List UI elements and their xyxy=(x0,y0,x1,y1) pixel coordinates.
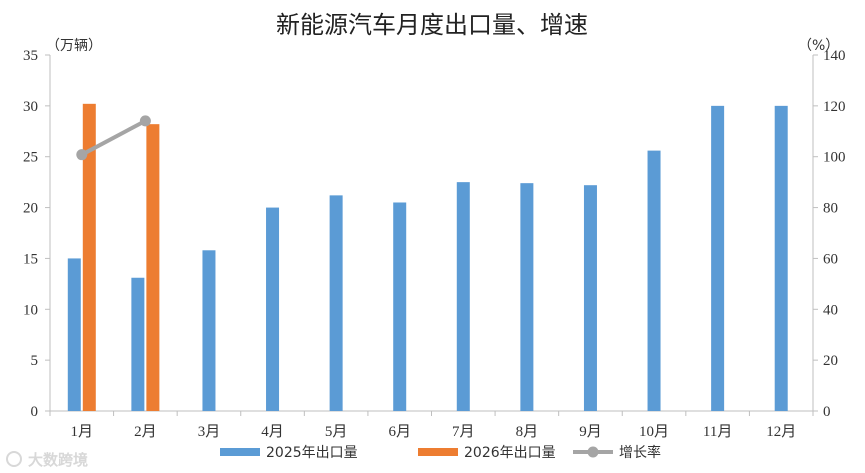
growth-line-path xyxy=(80,119,147,157)
bar xyxy=(266,207,280,411)
x-tick-label: 2月 xyxy=(134,424,157,440)
left-tick-label: 30 xyxy=(23,99,38,115)
bar xyxy=(774,105,788,411)
x-tick-label: 11月 xyxy=(703,424,732,440)
axes: 0 5 10 15 20 25 30 35 0 20 40 60 80 100 120 140 1月 2月 3月 4月… xyxy=(23,48,846,440)
left-tick-label: 0 xyxy=(31,404,39,420)
left-tick-label: 10 xyxy=(23,302,38,318)
bar xyxy=(711,105,725,411)
right-axis-unit: （%） xyxy=(798,38,839,54)
left-axis-unit: （万辆） xyxy=(46,38,102,54)
legend-swatch-marker xyxy=(587,446,599,458)
bar xyxy=(82,103,96,411)
x-tick-label: 9月 xyxy=(579,424,602,440)
bar xyxy=(146,124,160,411)
bar xyxy=(393,202,407,411)
legend-swatch xyxy=(418,448,458,456)
watermark-text: 大数跨境 xyxy=(28,451,88,469)
bars xyxy=(67,103,788,411)
x-tick-label: 12月 xyxy=(766,424,796,440)
right-tick-label: 60 xyxy=(823,251,838,267)
right-tick-label: 0 xyxy=(823,404,831,420)
left-tick-label: 5 xyxy=(31,353,39,369)
x-tick-label: 5月 xyxy=(325,424,348,440)
x-tick-label: 3月 xyxy=(198,424,221,440)
x-tick-label: 6月 xyxy=(388,424,411,440)
right-tick-label: 140 xyxy=(823,48,846,64)
left-tick-label: 20 xyxy=(23,201,38,217)
bar xyxy=(456,182,470,411)
bar xyxy=(520,183,534,411)
right-tick-label: 20 xyxy=(823,353,838,369)
watermark-logo-icon xyxy=(6,451,22,467)
chart-title: 新能源汽车月度出口量、增速 xyxy=(276,11,588,39)
growth-point xyxy=(139,115,151,127)
right-tick-label: 120 xyxy=(823,99,846,115)
left-tick-label: 35 xyxy=(23,48,38,64)
bar xyxy=(131,277,145,411)
left-tick-label: 15 xyxy=(23,251,38,267)
x-tick-label: 4月 xyxy=(261,424,284,440)
bar xyxy=(647,150,661,411)
growth-line xyxy=(76,115,151,161)
x-tick-label: 7月 xyxy=(452,424,475,440)
watermark: 大数跨境 xyxy=(6,451,88,469)
right-tick-label: 80 xyxy=(823,201,838,217)
legend-label: 增长率 xyxy=(619,444,661,461)
x-tick-label: 8月 xyxy=(516,424,539,440)
x-tick-label: 1月 xyxy=(71,424,94,440)
bar xyxy=(202,250,216,411)
bar xyxy=(583,185,597,411)
growth-point xyxy=(76,149,88,161)
bar xyxy=(329,195,343,411)
x-tick-label: 10月 xyxy=(639,424,669,440)
left-tick-label: 25 xyxy=(23,150,38,166)
right-tick-label: 100 xyxy=(823,150,846,166)
right-tick-label: 40 xyxy=(823,302,838,318)
legend: 2025年出口量 2026年出口量 增长率 xyxy=(220,444,661,461)
legend-swatch xyxy=(220,448,260,456)
legend-label: 2026年出口量 xyxy=(464,445,556,461)
bar xyxy=(67,258,81,411)
legend-label: 2025年出口量 xyxy=(266,445,358,461)
